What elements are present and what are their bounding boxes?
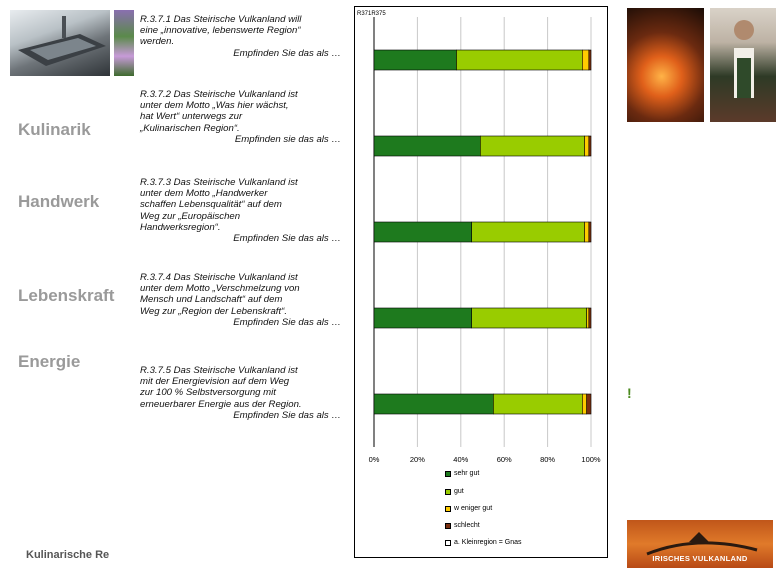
question-2: R.3.7.2 Das Steirische Vulkanland ist un…: [140, 89, 345, 145]
legend-label: w eniger gut: [454, 505, 493, 512]
bar-segment-sehr-gut: [373, 135, 481, 157]
question-line: unter dem Motto „Was hier wächst,: [140, 100, 289, 112]
question-line: hat Wert“ unterwegs zur: [140, 111, 243, 123]
question-line: R.3.7.3 Das Steirische Vulkanland ist: [140, 177, 298, 188]
bar-segment-weniger-gut: [582, 49, 590, 71]
question-prompt: Empfinden Sie das als …: [233, 47, 341, 59]
question-line: Weg zur „Region der Lebenskraft“.: [140, 305, 287, 317]
bar-segment-gut: [471, 307, 587, 329]
legend-swatch: [445, 522, 451, 529]
question-line: R.3.7.2 Das Steirische Vulkanland ist: [140, 89, 298, 100]
question-3: R.3.7.3 Das Steirische Vulkanland ist un…: [140, 177, 345, 244]
legend-label: gut: [454, 488, 464, 495]
question-line: erneuerbarer Energie aus der Region.: [140, 398, 302, 410]
question-line: R.3.7.1 Das Steirische Vulkanland will: [140, 14, 302, 25]
question-line: zur 100 % Selbstversorgung mit: [140, 387, 276, 399]
bar-segment-gut: [471, 221, 585, 243]
bar-segment-weniger-gut: [584, 221, 590, 243]
legend-swatch: [445, 488, 451, 495]
chart-title: R371R375: [357, 11, 386, 17]
category-kulinarik: Kulinarik: [18, 120, 91, 139]
exclamation-mark: !: [627, 385, 632, 401]
question-line: mit der Energievision auf dem Weg: [140, 376, 290, 388]
bar-segment-sehr-gut: [373, 393, 494, 415]
bar-segment-gut: [480, 135, 585, 157]
bar-segment-schlecht: [588, 221, 592, 243]
question-prompt: Empfinden Sie das als …: [233, 316, 341, 328]
x-tick-label: 60%: [497, 455, 512, 464]
legend-swatch: [445, 505, 451, 512]
bar-segment-schlecht: [588, 307, 592, 329]
question-line: werden.: [140, 36, 175, 48]
sink-photo: [10, 10, 110, 76]
question-line: unter dem Motto „Verschmelzung von: [140, 283, 300, 295]
question-line: R.3.7.5 Das Steirische Vulkanland ist: [140, 365, 298, 376]
sink-illustration-icon: [18, 16, 106, 66]
x-tick-label: 0%: [369, 455, 380, 464]
volcano-logo-icon: [646, 532, 758, 556]
bar-segment-weniger-gut: [586, 307, 590, 329]
legend-label: sehr gut: [454, 470, 480, 477]
stacked-bar-chart: R371R375 0% 20% 40% 60% 80% 100%: [357, 11, 601, 464]
question-prompt: Empfinden sie das als …: [234, 133, 341, 145]
dirndl-photo: [710, 8, 776, 122]
question-4: R.3.7.4 Das Steirische Vulkanland ist un…: [140, 272, 345, 328]
chart-panel: R371R375 0% 20% 40% 60% 80% 100% sehr gut gut…: [354, 6, 608, 558]
legend-gut: gut: [445, 488, 464, 495]
legend-label: a. Kleinregion = Gnas: [454, 539, 522, 546]
question-line: schaffen Lebensqualität“ auf dem: [140, 199, 282, 211]
category-energie: Energie: [18, 352, 81, 371]
bar-segment-gut: [493, 393, 583, 415]
legend-weniger-gut: w eniger gut: [445, 505, 492, 512]
legend-schlecht: schlecht: [445, 522, 480, 529]
logo-text: IRISCHES VULKANLAND: [652, 554, 748, 563]
legend-sehr-gut: sehr gut: [445, 470, 479, 477]
x-tick-label: 20%: [410, 455, 425, 464]
legend-swatch: [445, 470, 451, 477]
legend-swatch: [445, 539, 451, 546]
bar-segment-schlecht: [588, 49, 592, 71]
bar-segment-sehr-gut: [373, 49, 457, 71]
vulkanland-logo: IRISCHES VULKANLAND: [627, 520, 773, 568]
bar-segment-sehr-gut: [373, 221, 472, 243]
question-line: Weg zur „Europäischen: [140, 210, 241, 222]
x-tick-label: 100%: [581, 455, 601, 464]
question-line: „Kulinarischen Region“.: [140, 122, 240, 134]
question-line: R.3.7.4 Das Steirische Vulkanland ist: [140, 272, 298, 283]
bar-segment-schlecht: [588, 135, 592, 157]
fire-photo: [627, 8, 704, 122]
bar-segment-weniger-gut: [584, 135, 590, 157]
bar-segment-weniger-gut: [582, 393, 587, 415]
question-5: R.3.7.5 Das Steirische Vulkanland ist mi…: [140, 365, 345, 421]
question-1: R.3.7.1 Das Steirische Vulkanland will e…: [140, 14, 345, 59]
category-lebenskraft: Lebenskraft: [18, 286, 115, 305]
category-handwerk: Handwerk: [18, 192, 100, 211]
x-tick-label: 40%: [453, 455, 468, 464]
question-line: Mensch und Landschaft“ auf dem: [140, 294, 283, 306]
question-line: unter dem Motto „Handwerker: [140, 188, 268, 200]
question-prompt: Empfinden Sie das als …: [233, 233, 341, 245]
question-prompt: Empfinden Sie das als …: [233, 409, 341, 421]
bar-segment-sehr-gut: [373, 307, 472, 329]
legend-kleinregion: a. Kleinregion = Gnas: [445, 539, 522, 546]
bar-segment-schlecht: [586, 393, 592, 415]
question-line: eine „innovative, lebenswerte Region“: [140, 25, 301, 37]
x-tick-label: 80%: [540, 455, 555, 464]
flower-photo: [114, 10, 134, 76]
question-line: Handwerksregion“.: [140, 221, 221, 233]
legend-label: schlecht: [454, 522, 480, 529]
person-icon: [734, 20, 754, 98]
footer-text: Kulinarische Re: [26, 549, 110, 561]
bar-segment-gut: [456, 49, 583, 71]
